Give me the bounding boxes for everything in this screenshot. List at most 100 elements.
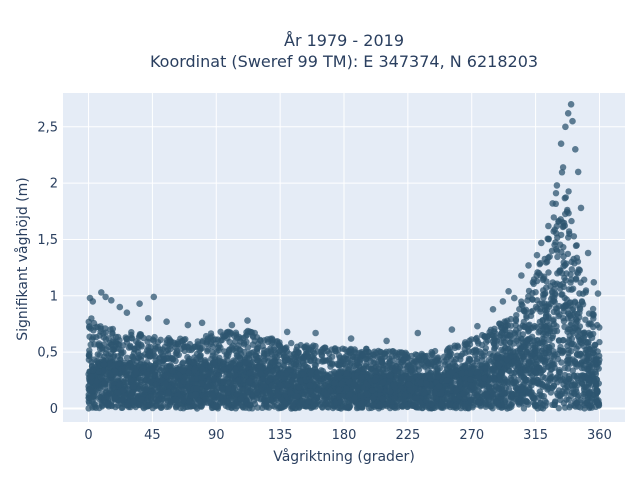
scatter-point <box>383 363 389 369</box>
scatter-point <box>574 400 580 406</box>
scatter-point <box>313 403 319 409</box>
scatter-point <box>173 404 179 410</box>
scatter-point <box>391 395 397 401</box>
scatter-point <box>89 387 95 393</box>
scatter-point <box>227 331 233 337</box>
scatter-point <box>181 337 187 343</box>
scatter-point <box>566 396 572 402</box>
scatter-point <box>99 345 105 351</box>
scatter-point <box>553 230 559 236</box>
scatter-point <box>560 224 566 230</box>
scatter-point <box>133 369 139 375</box>
scatter-point <box>580 337 586 343</box>
scatter-point <box>557 377 563 383</box>
scatter-point <box>543 259 549 265</box>
scatter-point <box>508 370 514 376</box>
scatter-point <box>436 383 442 389</box>
scatter-point <box>90 394 96 400</box>
scatter-point <box>370 402 376 408</box>
scatter-point <box>253 382 259 388</box>
scatter-point <box>583 287 589 293</box>
scatter-point <box>526 352 532 358</box>
scatter-point <box>549 248 555 254</box>
chart-title-line-1: År 1979 - 2019 <box>284 31 404 50</box>
scatter-point <box>586 389 592 395</box>
scatter-point <box>205 370 211 376</box>
scatter-point <box>522 323 528 329</box>
scatter-point <box>453 387 459 393</box>
scatter-point <box>534 278 540 284</box>
scatter-point <box>444 347 450 353</box>
scatter-point <box>209 392 215 398</box>
scatter-point <box>568 315 574 321</box>
scatter-point <box>157 347 163 353</box>
scatter-point <box>163 348 169 354</box>
scatter-point <box>156 359 162 365</box>
scatter-point <box>516 353 522 359</box>
scatter-point <box>146 335 152 341</box>
scatter-point <box>238 396 244 402</box>
scatter-point <box>559 350 565 356</box>
scatter-point <box>322 345 328 351</box>
scatter-point <box>138 396 144 402</box>
scatter-point <box>462 381 468 387</box>
scatter-point <box>560 164 566 170</box>
scatter-point <box>539 381 545 387</box>
scatter-point <box>491 337 497 343</box>
scatter-point <box>560 337 566 343</box>
scatter-point <box>479 332 485 338</box>
scatter-point <box>577 304 583 310</box>
scatter-point <box>547 358 553 364</box>
scatter-point <box>558 359 564 365</box>
scatter-point <box>165 389 171 395</box>
scatter-point <box>115 353 121 359</box>
scatter-point <box>467 341 473 347</box>
scatter-point <box>543 399 549 405</box>
scatter-point <box>595 348 601 354</box>
scatter-point <box>270 368 276 374</box>
scatter-point <box>108 351 114 357</box>
scatter-point <box>363 346 369 352</box>
scatter-point <box>175 339 181 345</box>
scatter-point <box>380 379 386 385</box>
scatter-point <box>378 358 384 364</box>
scatter-point <box>250 342 256 348</box>
scatter-point <box>211 359 217 365</box>
scatter-point <box>417 372 423 378</box>
scatter-point <box>406 381 412 387</box>
scatter-point <box>432 348 438 354</box>
scatter-point <box>557 369 563 375</box>
scatter-point <box>468 397 474 403</box>
scatter-point <box>343 386 349 392</box>
scatter-point <box>495 400 501 406</box>
scatter-point <box>547 253 553 259</box>
scatter-point <box>185 369 191 375</box>
scatter-point <box>86 357 92 363</box>
scatter-point <box>569 341 575 347</box>
scatter-point <box>572 359 578 365</box>
scatter-point <box>459 370 465 376</box>
scatter-point <box>416 366 422 372</box>
scatter-point <box>504 357 510 363</box>
scatter-point <box>108 341 114 347</box>
scatter-point <box>458 353 464 359</box>
scatter-point <box>194 405 200 411</box>
scatter-point <box>289 402 295 408</box>
scatter-point <box>443 356 449 362</box>
scatter-point <box>197 345 203 351</box>
scatter-point <box>172 358 178 364</box>
scatter-point <box>85 405 91 411</box>
scatter-point <box>277 343 283 349</box>
scatter-point <box>225 385 231 391</box>
scatter-point <box>307 388 313 394</box>
scatter-point <box>586 330 592 336</box>
scatter-point <box>269 359 275 365</box>
scatter-point <box>446 402 452 408</box>
scatter-point <box>252 352 258 358</box>
scatter-point <box>311 398 317 404</box>
scatter-point <box>543 309 549 315</box>
scatter-point <box>321 397 327 403</box>
scatter-point <box>293 349 299 355</box>
scatter-point <box>488 358 494 364</box>
scatter-point <box>515 360 521 366</box>
